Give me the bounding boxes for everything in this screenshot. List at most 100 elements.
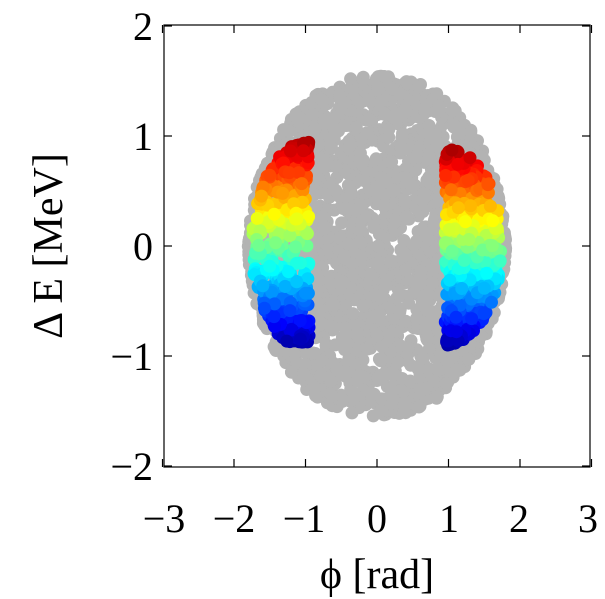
background-point [430, 136, 444, 149]
background-point [440, 377, 453, 391]
particle-point [280, 334, 294, 348]
particle-point [457, 253, 471, 267]
background-point [420, 173, 434, 187]
particle-point [443, 273, 457, 287]
background-point [453, 363, 467, 377]
background-point [370, 329, 384, 343]
particle-point [293, 314, 307, 328]
background-point [314, 368, 328, 382]
background-point [411, 235, 425, 249]
particle-point [462, 233, 476, 246]
background-point [285, 365, 298, 379]
particle-point [461, 173, 475, 187]
particle-point [284, 144, 297, 158]
background-point [298, 357, 312, 371]
particle-point [263, 259, 277, 273]
background-point [397, 234, 411, 247]
background-point [385, 384, 399, 398]
background-point [369, 152, 383, 166]
background-point [391, 355, 405, 369]
background-point [427, 374, 440, 388]
x-tick-label: 3 [578, 496, 598, 541]
particle-point [283, 229, 297, 243]
y-tick-label: 1 [133, 114, 153, 159]
background-point [399, 105, 413, 119]
background-point [377, 70, 391, 84]
background-point [360, 126, 374, 140]
y-axis-label: Δ E [MeV] [26, 153, 72, 339]
background-point [325, 320, 339, 334]
particle-point [292, 166, 306, 180]
particle-point [458, 215, 472, 229]
particle-point [250, 211, 264, 225]
background-point [325, 389, 339, 403]
particle-point [485, 239, 499, 253]
background-point [358, 209, 372, 223]
particle-point [477, 306, 491, 320]
particle-point [445, 244, 459, 258]
background-point [418, 382, 432, 396]
particle-point [441, 334, 455, 348]
particle-point [282, 265, 295, 279]
background-point [420, 332, 434, 346]
y-tick-label: 2 [133, 4, 153, 49]
y-tick-label: 0 [133, 224, 153, 269]
background-point [362, 112, 376, 126]
background-point [335, 216, 349, 230]
background-point [399, 248, 413, 262]
background-point [388, 214, 402, 228]
background-point [421, 233, 435, 247]
particle-point [463, 151, 477, 165]
background-point [464, 125, 478, 139]
x-tick-label: 0 [367, 496, 387, 541]
particle-point [493, 254, 507, 268]
particle-point [449, 325, 463, 339]
background-point [374, 354, 388, 368]
background-point [361, 342, 375, 356]
particle-point [289, 240, 302, 254]
particle-point [445, 143, 459, 157]
background-point [372, 256, 386, 270]
background-point [393, 305, 407, 319]
background-point [309, 200, 323, 214]
particle-point [483, 199, 497, 213]
background-point [371, 80, 385, 94]
particle-point [268, 297, 281, 311]
background-point [329, 160, 343, 174]
background-point [351, 326, 364, 340]
x-tick-label: −2 [213, 496, 256, 541]
background-point [375, 94, 389, 107]
background-point [349, 120, 363, 134]
particle-point [449, 310, 463, 324]
background-point [422, 150, 436, 164]
background-point [309, 389, 323, 403]
background-point [446, 350, 460, 364]
background-point [312, 314, 326, 328]
background-point [367, 221, 381, 234]
background-point [315, 210, 329, 224]
background-point [411, 148, 424, 161]
particle-point [278, 279, 292, 293]
background-point [408, 285, 422, 299]
background-point [399, 170, 413, 184]
background-point [324, 374, 338, 388]
background-point [357, 174, 371, 188]
background-point [385, 155, 399, 169]
background-point [373, 307, 387, 321]
particle-point [296, 144, 310, 158]
x-tick-label: 1 [439, 496, 459, 541]
background-point [402, 296, 416, 310]
particle-point [252, 238, 266, 252]
background-point [354, 236, 368, 250]
x-tick-label: −1 [283, 496, 326, 541]
particle-point [267, 207, 281, 221]
background-point [421, 303, 435, 317]
particle-point [442, 223, 456, 236]
y-tick-label: −1 [110, 334, 153, 379]
background-point [323, 132, 337, 146]
background-point [327, 298, 341, 312]
particle-point [486, 214, 500, 228]
background-point [328, 338, 342, 352]
background-point [312, 273, 326, 287]
